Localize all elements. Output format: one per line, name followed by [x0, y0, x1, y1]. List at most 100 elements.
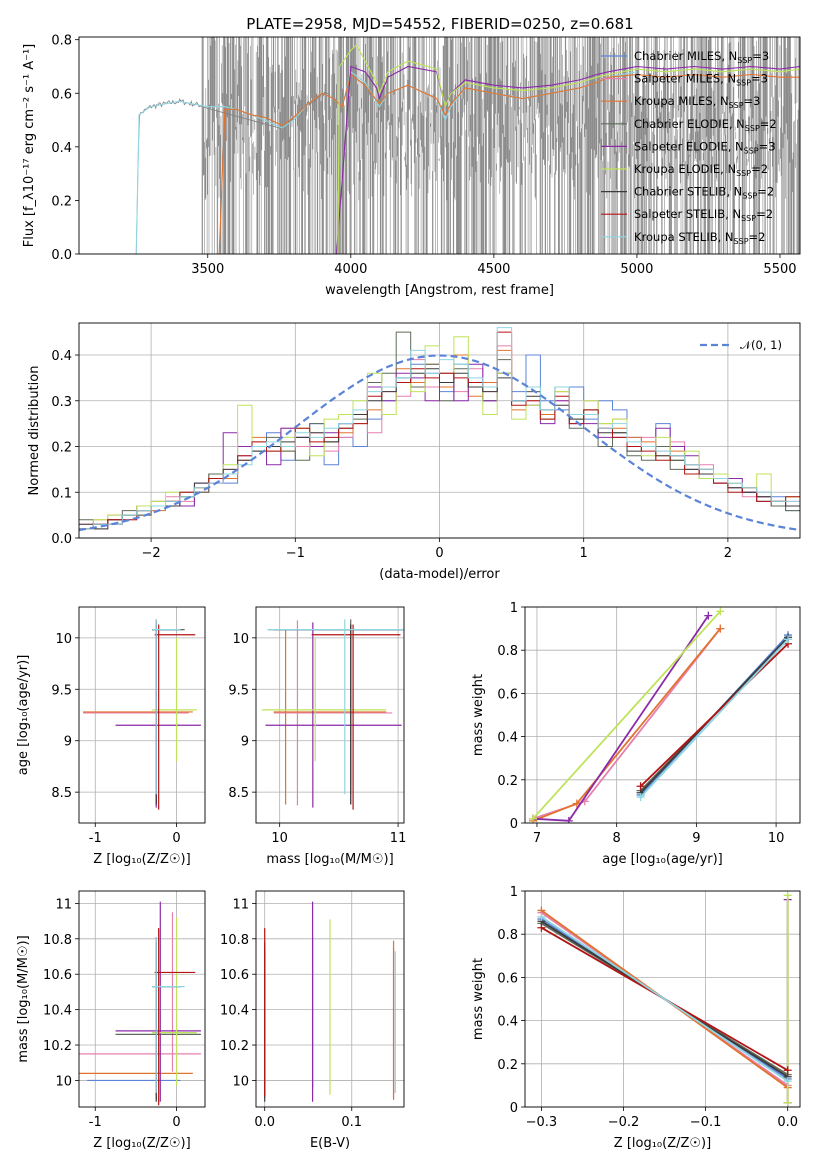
spectrum-plot — [79, 37, 800, 254]
legend-sub: SSP — [736, 169, 751, 178]
z_weight-frame — [524, 890, 801, 1108]
z_age-frame — [78, 606, 206, 824]
legend-entry: Salpeter MILES, NSSP=3 — [634, 72, 768, 88]
residuals-xtick-label: −1 — [286, 546, 305, 561]
legend-tail: =3 — [744, 94, 761, 108]
spectrum-frame — [78, 36, 801, 255]
z_mass-xtick-label: 0 — [172, 1115, 180, 1130]
z_age-ytick-label: 9 — [64, 735, 72, 750]
legend-label: Salpeter ELODIE, N — [634, 139, 744, 153]
spectrum-xlabel: wavelength [Angstrom, rest frame] — [325, 283, 554, 298]
z_age-ylabel: age [log₁₀(age/yr)] — [16, 655, 31, 776]
age_weight-xtick-label: 10 — [768, 831, 785, 846]
weight-point-kroupa_miles — [716, 624, 725, 633]
legend-sub: SSP — [729, 101, 744, 110]
legend-label: Chabrier MILES, N — [634, 49, 737, 63]
legend-tail: =2 — [751, 162, 768, 176]
residuals-ytick-label: 0.4 — [51, 349, 72, 364]
spectrum-ytick-label: 0.4 — [51, 141, 72, 156]
weight-line-salpeter_stelib — [639, 643, 789, 787]
mass_age-xlabel: mass [log₁₀(M/M☉)] — [266, 852, 393, 867]
z_mass-ytick-label: 10.6 — [43, 968, 72, 983]
spectrum-ytick-label: 0.0 — [51, 248, 72, 263]
legend-label: Salpeter STELIB, N — [634, 207, 741, 221]
spectrum-xtick-label: 3500 — [191, 262, 224, 277]
z_weight-xtick-label: −0.3 — [526, 1115, 558, 1130]
z_age-axes: -1 0 8.5 9 9.5 10 — [51, 607, 205, 846]
mass_age-ytick-label: 10 — [232, 632, 249, 647]
residuals-xtick-label: −2 — [142, 546, 161, 561]
z_weight-ytick-label: 0.2 — [497, 1058, 518, 1073]
ebv_mass-axes: 0.0 0.1 10 10.2 10.4 10.6 10.8 11 — [220, 891, 404, 1130]
residuals-plot — [79, 327, 800, 532]
legend-entry: Kroupa MILES, NSSP=3 — [634, 94, 760, 110]
weight-point-salpeter_stelib — [537, 923, 546, 932]
z_age-plot — [83, 619, 201, 810]
spectrum-ylabel: Flux [f_λ10⁻¹⁷ erg cm⁻² s⁻¹ A⁻¹] — [22, 44, 37, 248]
residuals-ylabel: Normed distribution — [27, 366, 42, 496]
spectrum-xtick-label: 4500 — [477, 262, 510, 277]
weight-line-kroupa_stelib — [639, 638, 789, 798]
z_weight-plot — [537, 891, 792, 1107]
legend-entry: Kroupa ELODIE, NSSP=2 — [634, 162, 768, 178]
z_mass-xlabel: Z [log₁₀(Z/Z☉)] — [93, 1136, 190, 1151]
z_mass-ytick-label: 10.8 — [43, 933, 72, 948]
age_weight-plot — [528, 607, 793, 823]
z_age-xtick-label: -1 — [89, 831, 102, 846]
ebv_mass-frame — [255, 890, 405, 1108]
residuals-frame — [78, 322, 801, 539]
legend-tail: =2 — [760, 117, 777, 131]
spectrum-xtick-label: 4000 — [334, 262, 367, 277]
z_mass-ytick-label: 10.4 — [43, 1004, 72, 1019]
z_mass-ytick-label: 11 — [55, 897, 72, 912]
spectrum-ytick-label: 0.6 — [51, 87, 72, 102]
z_age-ytick-label: 8.5 — [51, 786, 72, 801]
mass_age-xtick-label: 11 — [390, 831, 407, 846]
weight-line-kroupa_elodie — [532, 610, 721, 820]
ebv_mass-ytick-label: 10 — [232, 1074, 249, 1089]
spectrum-model-salpeter_elodie — [335, 65, 800, 254]
legend-label: Chabrier STELIB, N — [634, 185, 742, 199]
legend-sub: SSP — [736, 79, 751, 88]
weight-point-kroupa_stelib — [636, 793, 645, 802]
legend-entry: Chabrier ELODIE, NSSP=2 — [634, 117, 777, 133]
weight-point-kroupa_elodie — [528, 814, 537, 823]
legend-label: Salpeter MILES, N — [634, 72, 736, 86]
spectrum-title: PLATE=2958, MJD=54552, FIBERID=0250, z=0… — [246, 15, 633, 33]
spectrum-ytick-label: 0.8 — [51, 34, 72, 49]
legend-tail: =3 — [752, 49, 769, 63]
ebv_mass-ytick-label: 10.6 — [220, 968, 249, 983]
legend-tail: =2 — [756, 207, 773, 221]
mass_age-plot — [261, 619, 404, 810]
z_weight-xtick-label: −0.2 — [608, 1115, 640, 1130]
ebv_mass-ytick-label: 11 — [232, 897, 249, 912]
mass_age-xtick-label: 10 — [271, 831, 288, 846]
weight-point-kroupa_elodie — [716, 607, 725, 616]
spectrum-model-kroupa_elodie — [337, 44, 800, 254]
legend-tail: =3 — [751, 72, 768, 86]
legend-entry: Chabrier STELIB, NSSP=2 — [634, 185, 774, 201]
z_weight-ytick-label: 0 — [510, 1101, 518, 1116]
legend-sub: SSP — [744, 146, 759, 155]
legend-tail: =2 — [749, 230, 766, 244]
weight-point-kroupa_stelib — [784, 635, 793, 644]
legend-sub: SSP — [734, 237, 749, 246]
z_weight-xtick-label: −0.1 — [690, 1115, 722, 1130]
age_weight-xlabel: age [log₁₀(age/yr)] — [602, 852, 723, 867]
residuals-xtick-label: 1 — [580, 546, 588, 561]
residuals-ytick-label: 0.0 — [51, 532, 72, 547]
ebv_mass-plot — [264, 901, 396, 1102]
weight-point-salpeter_stelib — [636, 782, 645, 791]
ebv_mass-ytick-label: 10.2 — [220, 1039, 249, 1054]
z_age-xlabel: Z [log₁₀(Z/Z☉)] — [93, 852, 190, 867]
legend-sub: SSP — [737, 56, 752, 65]
legend-tail: =3 — [759, 139, 776, 153]
legend-entry: Chabrier MILES, NSSP=3 — [634, 49, 769, 65]
weight-point-kroupa_elodie — [783, 1098, 792, 1107]
age_weight-xtick-label: 8 — [613, 831, 621, 846]
z_weight-ylabel: mass weight — [471, 958, 486, 1040]
z_age-xtick-label: 0 — [172, 831, 180, 846]
ebv_mass-ytick-label: 10.4 — [220, 1004, 249, 1019]
